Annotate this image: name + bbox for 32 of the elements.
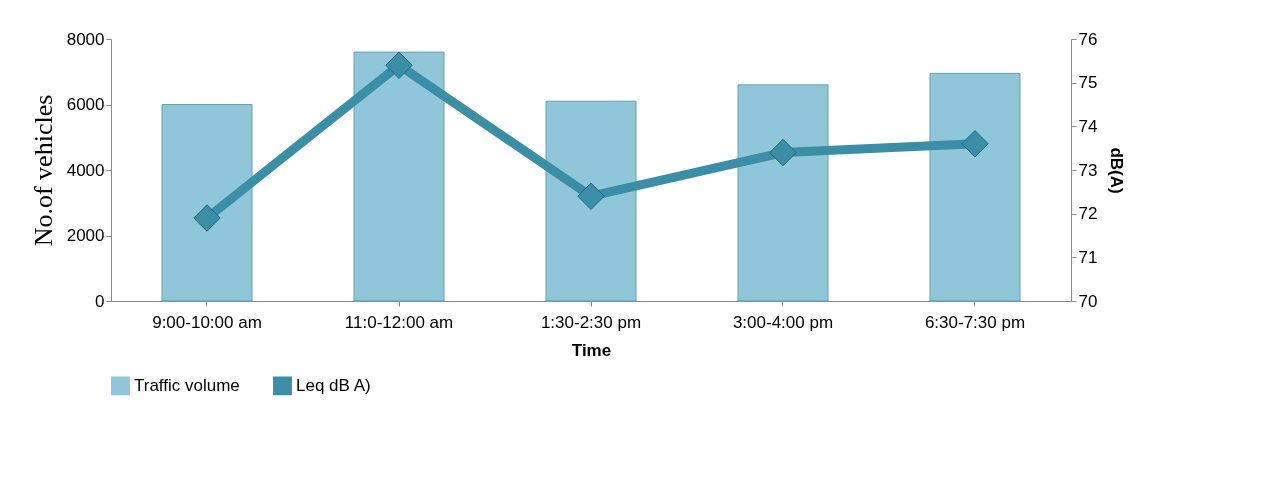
x-tick-label: 1:30-2:30 pm xyxy=(540,312,642,332)
x-tick-label: 9:00-10:00 am xyxy=(152,312,262,332)
y-tick-label: 0 xyxy=(95,291,105,311)
point xyxy=(961,130,989,158)
y2-tick-label: 72 xyxy=(1078,204,1098,224)
legend-label: Leq dB A) xyxy=(296,375,371,395)
point xyxy=(577,182,605,210)
bar xyxy=(353,51,445,302)
x-axis-title: Time xyxy=(571,340,612,360)
y-tick-label: 4000 xyxy=(66,160,105,180)
point xyxy=(769,138,797,167)
bar xyxy=(161,104,253,302)
x-tick-label: 11:0-12:00 am xyxy=(344,312,454,332)
x-tick-label: 6:30-7:30 pm xyxy=(924,312,1026,332)
y2-tick-label: 70 xyxy=(1078,291,1098,311)
x-tick-label: 3:00-4:00 pm xyxy=(732,312,834,332)
legend-label: Traffic volume xyxy=(134,375,240,395)
bar xyxy=(545,100,637,302)
point xyxy=(385,51,413,79)
y2-tick-label: 71 xyxy=(1078,247,1098,267)
point xyxy=(193,204,221,232)
y2-tick-label: 74 xyxy=(1078,116,1098,136)
y-tick-label: 8000 xyxy=(66,29,105,49)
y2-tick-label: 76 xyxy=(1078,29,1098,49)
y-tick-label: 2000 xyxy=(66,226,105,245)
bar xyxy=(737,84,829,302)
y2-tick-label: 73 xyxy=(1078,160,1098,180)
bar xyxy=(929,72,1021,302)
y2-tick-label: 75 xyxy=(1078,73,1098,93)
y2-axis-title: dB(A) xyxy=(1107,147,1127,194)
y-tick-label: 6000 xyxy=(66,95,105,114)
y-axis-title: No.of vehicles xyxy=(28,94,58,247)
